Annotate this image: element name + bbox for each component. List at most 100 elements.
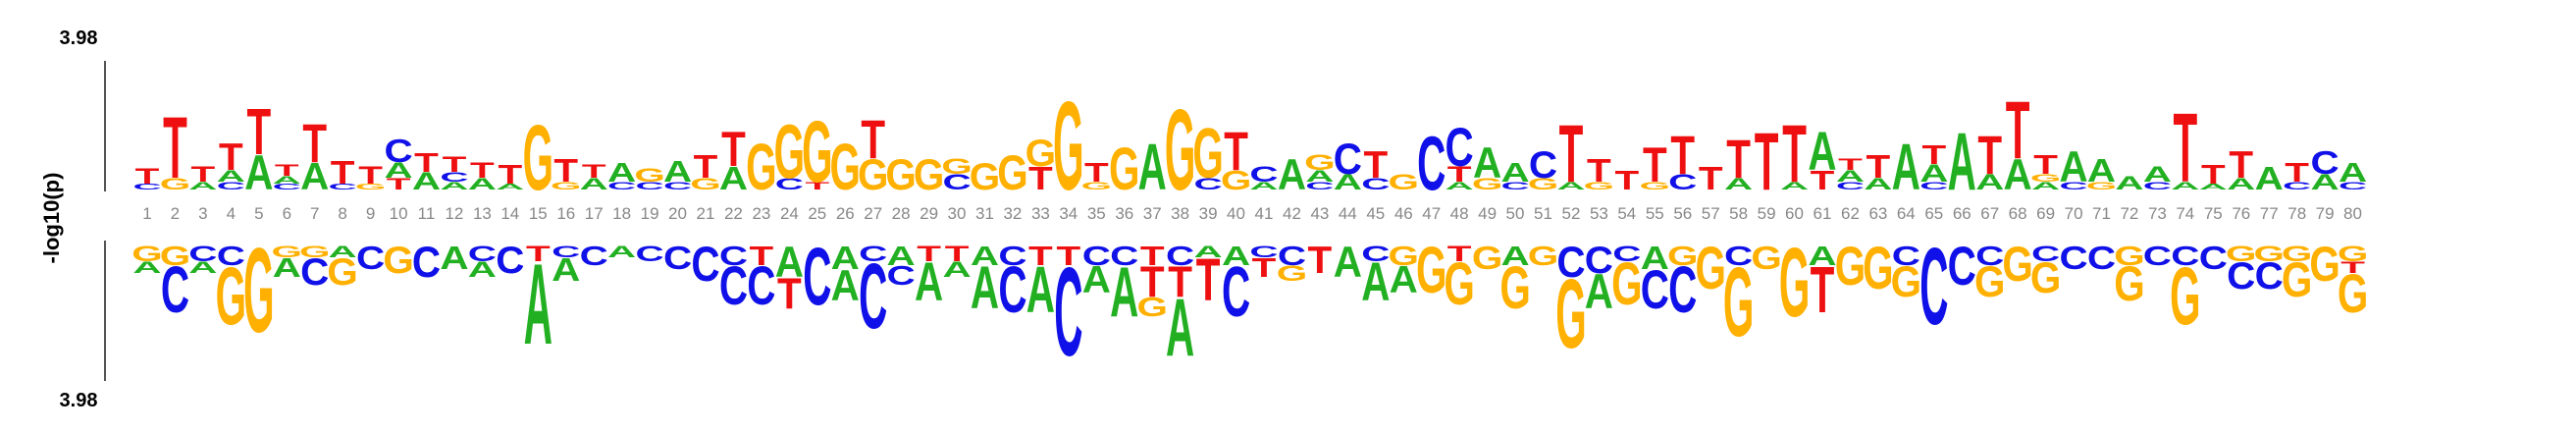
position-tick-label: 24 xyxy=(780,204,799,223)
depleted-glyph-C: C xyxy=(2087,239,2116,276)
depleted-glyph-A: A xyxy=(440,239,468,276)
enriched-glyph-G: G xyxy=(1472,175,1502,193)
enriched-glyph-T: T xyxy=(861,110,885,171)
depleted-glyph-C: C xyxy=(887,261,916,291)
depleted-glyph-C: C xyxy=(747,256,775,317)
enriched-glyph-C: C xyxy=(132,183,161,191)
position-tick-label: 41 xyxy=(1255,204,1274,223)
depleted-glyph-C: C xyxy=(2255,255,2284,298)
position-tick-label: 32 xyxy=(1003,204,1022,223)
depleted-glyph-A: A xyxy=(329,243,357,261)
position-tick-label: 54 xyxy=(1617,204,1636,223)
enriched-glyph-T: T xyxy=(553,151,578,189)
depleted-glyph-C: C xyxy=(300,251,329,294)
depleted-glyph-G: G xyxy=(2338,264,2368,325)
position-tick-label: 13 xyxy=(473,204,492,223)
enriched-glyph-T: T xyxy=(1614,166,1639,195)
enriched-glyph-A: A xyxy=(1556,180,1585,191)
enriched-glyph-A: A xyxy=(2171,180,2199,191)
enriched-glyph-A: A xyxy=(1446,180,1474,191)
position-tick-label: 15 xyxy=(529,204,548,223)
position-tick-label: 47 xyxy=(1422,204,1441,223)
enriched-glyph-A: A xyxy=(580,175,608,193)
enriched-glyph-T: T xyxy=(275,161,299,180)
enriched-glyph-G: G xyxy=(1528,175,1558,193)
position-tick-label: 14 xyxy=(500,204,519,223)
enriched-glyph-G: G xyxy=(1304,150,1335,175)
enriched-glyph-G: G xyxy=(885,151,916,199)
depleted-glyph-A: A xyxy=(273,253,301,283)
position-tick-label: 36 xyxy=(1115,204,1133,223)
depleted-glyph-A: A xyxy=(971,254,999,321)
lower-max-label: 3.98 xyxy=(60,390,98,411)
depleted-glyph-A: A xyxy=(831,262,860,310)
depleted-glyph-C: C xyxy=(691,237,719,292)
position-tick-label: 69 xyxy=(2036,204,2055,223)
depleted-glyph-C: C xyxy=(1641,260,1669,321)
enriched-glyph-A: A xyxy=(719,159,748,196)
enriched-glyph-T: T xyxy=(1643,137,1667,192)
depleted-glyph-C: C xyxy=(2171,242,2199,271)
depleted-glyph-A: A xyxy=(1500,242,1529,271)
enriched-glyph-T: T xyxy=(694,147,718,185)
depleted-glyph-A: A xyxy=(607,243,636,261)
enriched-glyph-T: T xyxy=(191,162,216,187)
position-tick-label: 6 xyxy=(283,204,291,223)
depleted-glyph-C: C xyxy=(998,253,1026,327)
position-tick-label: 72 xyxy=(2120,204,2138,223)
enriched-glyph-G: G xyxy=(2086,180,2117,191)
enriched-glyph-C: C xyxy=(1334,135,1362,184)
enriched-glyph-T: T xyxy=(1755,116,1779,207)
depleted-glyph-C: C xyxy=(1110,242,1138,271)
enriched-glyph-C: C xyxy=(1249,162,1278,187)
depleted-glyph-A: A xyxy=(524,242,552,369)
position-tick-label: 2 xyxy=(171,204,180,223)
enriched-glyph-G: G xyxy=(1025,133,1056,175)
enriched-glyph-T: T xyxy=(1447,162,1472,187)
position-tick-label: 64 xyxy=(1897,204,1916,223)
depleted-glyph-A: A xyxy=(188,258,217,277)
enriched-glyph-A: A xyxy=(1780,180,1809,191)
position-tick-label: 40 xyxy=(1227,204,1245,223)
depleted-glyph-C: C xyxy=(2031,242,2060,266)
position-tick-label: 46 xyxy=(1394,204,1413,223)
enriched-glyph-C: C xyxy=(1919,180,1948,191)
y-axis: 3.98 3.98 -log10(p) xyxy=(39,27,106,411)
depleted-glyph-G: G xyxy=(272,243,302,261)
depleted-glyph-C: C xyxy=(998,242,1026,271)
position-tick-label: 79 xyxy=(2316,204,2335,223)
depleted-glyph-C: C xyxy=(188,242,217,266)
depleted-glyph-G: G xyxy=(2282,242,2312,266)
enriched-glyph-G: G xyxy=(1640,180,1670,191)
enriched-glyph-G: G xyxy=(830,131,861,204)
enriched-glyph-A: A xyxy=(300,156,329,198)
enriched-glyph-T: T xyxy=(805,180,829,191)
enriched-glyph-A: A xyxy=(1975,170,2004,194)
position-tick-label: 11 xyxy=(418,204,436,223)
depleted-glyph-T: T xyxy=(1308,240,1333,282)
enriched-glyph-C: C xyxy=(217,180,245,191)
enriched-glyph-C: C xyxy=(775,175,804,193)
depleted-glyph-A: A xyxy=(1641,239,1669,276)
depleted-glyph-C: C xyxy=(1724,242,1753,271)
enriched-glyph-G: G xyxy=(941,154,972,179)
position-tick-label: 60 xyxy=(1785,204,1804,223)
position-tick-label: 29 xyxy=(920,204,938,223)
enriched-glyph-T: T xyxy=(2174,94,2198,203)
position-tick-label: 22 xyxy=(724,204,743,223)
depleted-glyph-G: G xyxy=(1389,242,1419,271)
depleted-glyph-C: C xyxy=(468,242,497,266)
position-tick-label: 55 xyxy=(1646,204,1664,223)
depleted-glyph-C: C xyxy=(1278,242,1306,271)
depleted-glyph-G: G xyxy=(2002,237,2032,292)
depleted-glyph-C: C xyxy=(719,256,748,317)
position-tick-label: 18 xyxy=(612,204,631,223)
enriched-glyph-T: T xyxy=(219,136,243,179)
depleted-glyph-C: C xyxy=(1249,243,1278,261)
depleted-glyph-A: A xyxy=(1390,259,1418,301)
enriched-glyph-G: G xyxy=(970,156,1000,198)
depleted-glyph-G: G xyxy=(1695,235,1725,301)
enriched-glyph-A: A xyxy=(273,174,301,186)
depleted-glyph-G: G xyxy=(1779,229,1810,338)
